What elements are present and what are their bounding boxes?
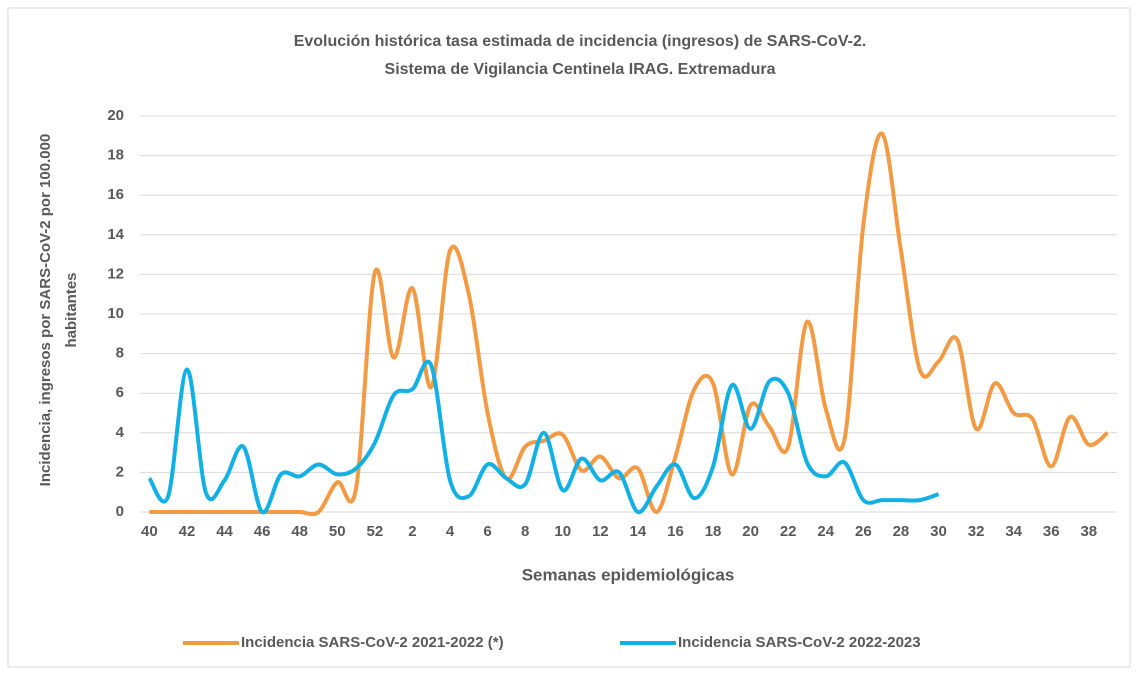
x-tick-label: 14 [630,523,647,540]
x-tick-label: 52 [367,523,384,540]
y-tick-label: 4 [116,424,125,441]
x-tick-label: 26 [855,523,872,540]
y-tick-label: 2 [116,463,124,480]
y-tick-label: 0 [116,503,124,520]
x-tick-label: 6 [483,523,491,540]
y-tick-label: 18 [107,147,124,164]
y-tick-label: 12 [107,265,124,282]
series-line [149,131,1109,517]
chart-title: Evolución histórica tasa estimada de inc… [294,33,867,50]
x-tick-label: 10 [554,523,571,540]
x-tick-label: 32 [968,523,985,540]
chart-title: Sistema de Vigilancia Centinela IRAG. Ex… [385,61,776,78]
y-tick-label: 8 [116,345,124,362]
x-tick-label: 18 [705,523,722,540]
x-tick-label: 12 [592,523,609,540]
chart-frame [7,7,1131,668]
x-tick-label: 22 [780,523,797,540]
x-tick-label: 48 [291,523,308,540]
y-axis-label: habitantes [63,272,80,347]
x-tick-label: 50 [329,523,346,540]
x-tick-label: 8 [521,523,529,540]
x-tick-label: 2 [408,523,416,540]
x-tick-label: 24 [817,523,834,540]
legend-label: Incidencia SARS-CoV-2 2021-2022 (*) [241,634,504,651]
x-tick-label: 28 [893,523,910,540]
y-tick-label: 6 [116,384,124,401]
y-tick-label: 14 [107,226,124,243]
x-tick-label: 36 [1043,523,1060,540]
x-tick-label: 46 [254,523,271,540]
x-tick-label: 30 [930,523,947,540]
y-tick-label: 16 [107,186,124,203]
x-tick-label: 4 [446,523,455,540]
y-axis-label: Incidencia, ingresos por SARS-CoV-2 por … [37,134,54,487]
x-tick-label: 20 [742,523,759,540]
x-tick-label: 16 [667,523,684,540]
x-tick-label: 34 [1005,523,1022,540]
x-axis-label: Semanas epidemiológicas [522,565,735,584]
x-tick-label: 38 [1080,523,1097,540]
y-tick-label: 10 [107,305,124,322]
x-tick-label: 42 [179,523,196,540]
series-line [147,359,940,515]
x-tick-label: 40 [141,523,158,540]
x-tick-label: 44 [216,523,233,540]
y-tick-label: 20 [107,107,124,124]
legend-label: Incidencia SARS-CoV-2 2022-2023 [678,634,921,651]
